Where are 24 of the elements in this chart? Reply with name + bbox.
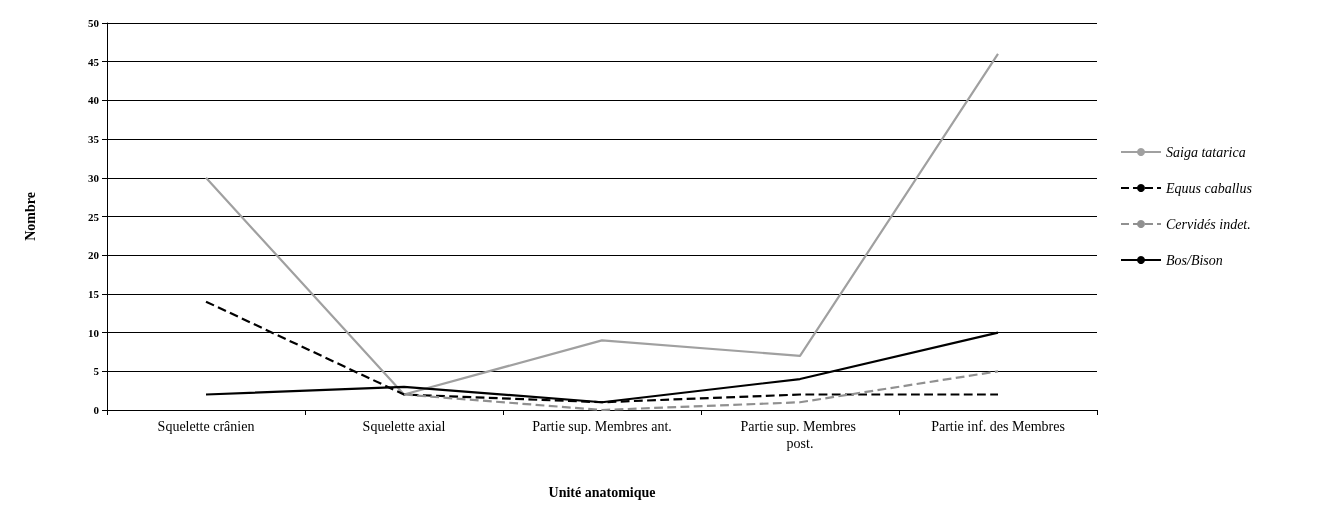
y-tick-label: 40 <box>88 94 100 107</box>
y-tick-label: 20 <box>88 249 100 262</box>
x-tick-label: Squelette axial <box>362 419 446 434</box>
x-tick-label: Partie sup. Membres post. <box>740 419 860 451</box>
x-tick-label: Partie sup. Membres ant. <box>532 419 672 434</box>
legend-label: Saiga tatarica <box>1166 144 1246 160</box>
x-axis-title: Unité anatomique <box>548 484 656 500</box>
y-tick-label: 35 <box>88 133 100 146</box>
legend-label: Cervidés indet. <box>1166 216 1251 232</box>
x-tick-label: Partie inf. des Membres <box>931 419 1065 434</box>
y-tick-label: 5 <box>93 365 100 378</box>
y-tick-label: 30 <box>88 171 100 184</box>
y-tick-label: 45 <box>88 55 100 68</box>
y-axis-title: Nombre <box>22 192 38 241</box>
y-tick-label: 10 <box>88 326 100 339</box>
x-tick-label: Squelette crânien <box>157 419 255 434</box>
y-tick-label: 0 <box>93 404 100 416</box>
y-tick-label: 25 <box>88 210 100 223</box>
legend-label: Bos/Bison <box>1166 252 1223 268</box>
line-series <box>204 52 1000 396</box>
y-tick-label: 15 <box>88 287 100 300</box>
legend-label: Equus caballus <box>1165 180 1253 196</box>
line-series <box>402 370 1000 412</box>
y-tick-label: 50 <box>88 17 100 29</box>
